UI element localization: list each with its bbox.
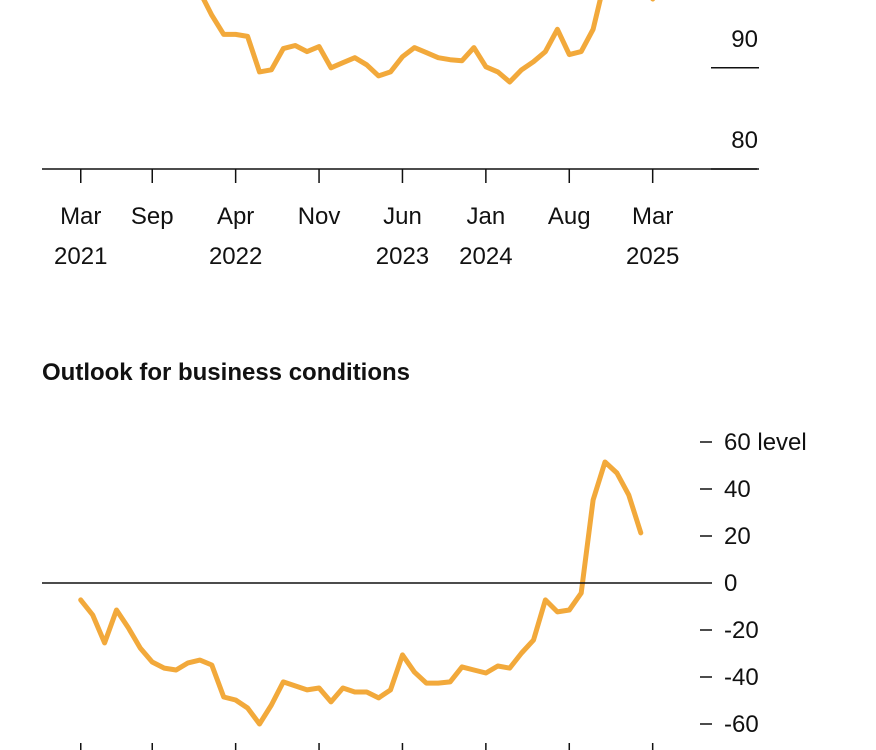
y-tick-label: 60 level xyxy=(724,429,807,456)
plot-top xyxy=(201,0,655,85)
x-tick-label: Sep xyxy=(131,203,174,230)
x-tick-label: 2022 xyxy=(209,243,262,270)
x-tick-label: 2024 xyxy=(459,243,512,270)
y-tick-label: 20 xyxy=(724,523,751,550)
chart-title: Outlook for business conditions xyxy=(42,359,410,386)
y-tick-label: -20 xyxy=(724,617,759,644)
y-tick-label: -60 xyxy=(724,711,759,738)
x-tick-label: Apr xyxy=(217,203,254,230)
x-tick-label: 2021 xyxy=(54,243,107,270)
y-tick-label: -40 xyxy=(724,664,759,691)
x-tick-label: Mar xyxy=(60,203,101,230)
x-tick-label: Nov xyxy=(298,203,341,230)
y-tick-label: 90 xyxy=(731,26,758,53)
x-tick-label: 2025 xyxy=(626,243,679,270)
y-tick-label: 0 xyxy=(724,570,737,597)
x-tick-label: 2023 xyxy=(376,243,429,270)
x-tick-label: Mar xyxy=(632,203,673,230)
plot-bottom xyxy=(78,459,644,727)
data-line xyxy=(78,459,644,727)
x-tick-label: Jun xyxy=(383,203,422,230)
data-line xyxy=(201,0,655,85)
x-tick-label: Jan xyxy=(467,203,506,230)
y-tick-label: 40 xyxy=(724,476,751,503)
y-tick-label: 80 xyxy=(731,127,758,154)
x-tick-label: Aug xyxy=(548,203,591,230)
